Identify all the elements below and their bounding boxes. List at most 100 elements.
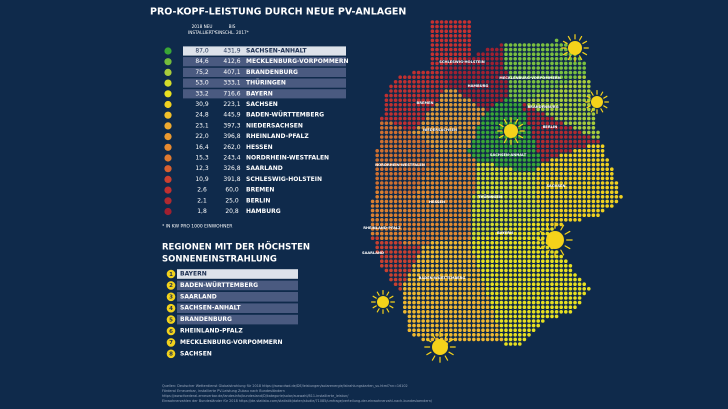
map-dot — [518, 70, 522, 75]
map-dot — [564, 264, 568, 268]
map-dot — [522, 158, 527, 162]
map-dot — [573, 139, 577, 144]
map-dot — [485, 236, 490, 240]
map-dot — [444, 222, 449, 227]
map-dot — [449, 310, 453, 314]
map-dot — [545, 144, 550, 148]
map-dot — [541, 153, 545, 158]
map-dot — [541, 213, 545, 217]
map-dot — [472, 337, 476, 342]
map-dot — [403, 144, 407, 148]
map-dot — [545, 80, 550, 84]
map-dot — [568, 153, 573, 158]
map-dot — [577, 84, 582, 89]
map-dot — [573, 98, 577, 102]
map-dot — [458, 116, 462, 121]
map-dot — [449, 153, 453, 158]
map-dot — [582, 195, 586, 199]
map-dot — [416, 310, 421, 314]
map-dot — [504, 254, 508, 259]
map-dot — [393, 218, 398, 222]
map-dot — [481, 259, 485, 264]
map-label: MECKLENBURG-VORPOMMERN — [499, 76, 560, 80]
map-dot — [541, 208, 545, 213]
map-dot — [458, 185, 462, 190]
map-dot — [472, 66, 476, 70]
map-dot — [527, 135, 531, 139]
map-dot — [499, 222, 504, 227]
map-dot — [619, 195, 623, 199]
map-dot — [518, 213, 522, 217]
map-dot — [444, 135, 449, 139]
total-value: 397,3 — [223, 122, 240, 129]
map-dot — [439, 116, 444, 121]
map-dot — [564, 277, 568, 282]
new-value: 1,8 — [197, 208, 207, 215]
map-dot — [389, 250, 393, 254]
map-dot — [485, 310, 490, 314]
map-dot — [403, 282, 407, 287]
map-dot — [573, 204, 577, 208]
map-dot — [536, 80, 540, 84]
map-dot — [472, 84, 476, 89]
map-dot — [439, 241, 444, 245]
map-dot — [550, 57, 554, 61]
map-dot — [499, 112, 504, 116]
map-dot — [458, 52, 462, 56]
map-dot — [380, 213, 384, 217]
map-dot — [610, 176, 614, 181]
map-dot — [490, 162, 495, 167]
map-dot — [531, 277, 536, 282]
map-dot — [504, 57, 508, 61]
map-dot — [504, 185, 508, 190]
map-dot — [550, 116, 554, 121]
map-dot — [462, 89, 467, 93]
map-dot — [449, 52, 453, 56]
map-dot — [462, 162, 467, 167]
map-dot — [495, 126, 499, 130]
map-dot — [481, 80, 485, 84]
map-dot — [435, 43, 439, 47]
map-dot — [495, 314, 499, 319]
map-dot — [531, 245, 536, 250]
map-dot — [564, 153, 568, 158]
map-dot — [545, 245, 550, 250]
map-dot — [389, 268, 393, 273]
map-dot — [435, 213, 439, 217]
map-dot — [490, 199, 495, 204]
map-dot — [518, 47, 522, 52]
map-dot — [435, 20, 439, 24]
map-dot — [403, 181, 407, 185]
map-dot — [481, 241, 485, 245]
map-dot — [449, 176, 453, 181]
map-dot — [527, 231, 531, 236]
map-dot — [472, 296, 476, 300]
map-dot — [550, 259, 554, 264]
sun-ray — [564, 245, 571, 250]
map-dot — [518, 144, 522, 148]
map-dot — [384, 227, 389, 231]
map-dot — [513, 66, 517, 70]
map-dot — [545, 135, 550, 139]
map-dot — [582, 176, 586, 181]
map-dot — [453, 24, 458, 29]
map-dot — [573, 300, 577, 305]
map-dot — [389, 204, 393, 208]
map-dot — [504, 342, 508, 346]
map-dot — [389, 139, 393, 144]
map-dot — [513, 70, 517, 75]
map-dot — [536, 287, 540, 291]
map-dot — [416, 190, 421, 194]
map-dot — [545, 259, 550, 264]
map-dot — [508, 61, 513, 66]
map-dot — [481, 172, 485, 176]
map-dot — [564, 149, 568, 153]
map-dot — [398, 162, 403, 167]
map-dot — [605, 181, 609, 185]
map-dot — [472, 291, 476, 296]
map-dot — [531, 158, 536, 162]
map-dot — [527, 181, 531, 185]
map-dot — [499, 98, 504, 102]
map-dot — [481, 139, 485, 144]
map-dot — [476, 126, 481, 130]
